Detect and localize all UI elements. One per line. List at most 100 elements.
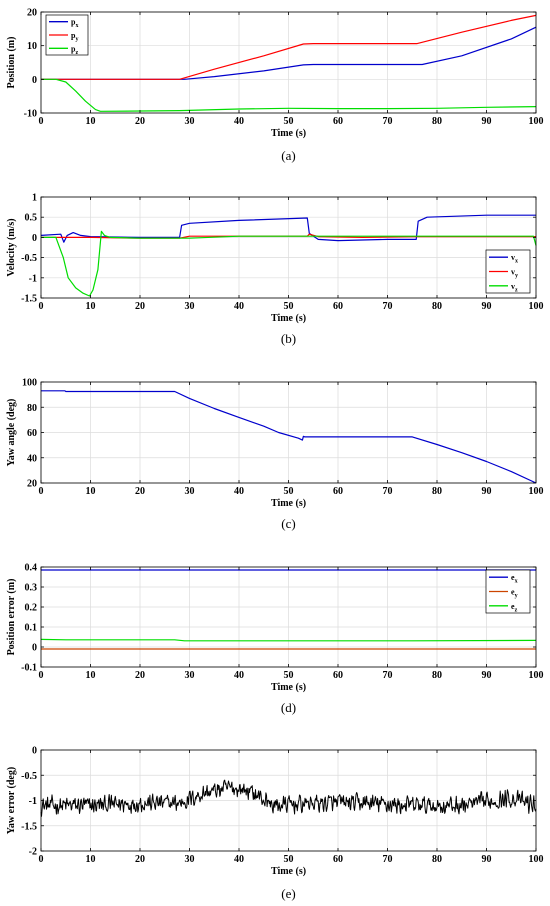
legend-entry-subscript: y: [75, 37, 78, 43]
x-tick-label: 80: [432, 854, 442, 865]
y-tick-label: 10: [27, 41, 37, 52]
x-tick-label: 10: [86, 486, 96, 497]
panel-caption: (d): [281, 700, 296, 715]
x-tick-label: 50: [284, 301, 294, 312]
legend-entry: pz: [71, 44, 78, 56]
x-tick-label: 20: [135, 116, 145, 127]
y-tick-label: 100: [22, 378, 37, 389]
y-tick-label: -1.5: [21, 294, 37, 305]
y-tick-label: 40: [27, 453, 37, 464]
x-tick-label: 90: [482, 854, 492, 865]
x-tick-label: 10: [86, 670, 96, 681]
series-line-e-z: [40, 638, 537, 642]
x-tick-label: 20: [135, 854, 145, 865]
y-tick-label: 0.4: [25, 563, 38, 574]
x-tick-label: 40: [234, 116, 244, 127]
legend-entry-subscript: y: [515, 593, 518, 599]
x-tick-label: 40: [234, 670, 244, 681]
x-tick-label: 90: [482, 116, 492, 127]
panel-caption: (c): [281, 516, 295, 531]
x-tick-label: 90: [482, 670, 492, 681]
x-tick-label: 70: [383, 301, 393, 312]
legend-entry-subscript: z: [515, 607, 518, 613]
x-tick-label: 70: [383, 854, 393, 865]
y-tick-label: 0: [32, 75, 37, 86]
x-tick-label: 20: [135, 670, 145, 681]
legend-entry-subscript: x: [75, 23, 78, 29]
legend-entry: vy: [511, 268, 518, 280]
x-tick-label: 70: [383, 670, 393, 681]
x-tick-label: 50: [284, 854, 294, 865]
panel-caption: (a): [281, 148, 295, 163]
legend-entry-subscript: z: [515, 287, 518, 293]
series-line-p-y: [41, 14, 537, 80]
y-axis-label: Position (m): [6, 37, 17, 89]
x-tick-label: 10: [86, 301, 96, 312]
x-tick-label: 100: [529, 486, 544, 497]
x-tick-label: 0: [39, 670, 44, 681]
series-line-main: [41, 390, 537, 484]
legend-entry: px: [71, 18, 78, 30]
legend-entry-subscript: x: [515, 579, 518, 585]
x-axis-label: Time (s): [271, 498, 306, 509]
x-tick-label: 80: [432, 486, 442, 497]
chart-panel-e: 0 10 20 30 40 50 60 70 80 90 100 -2 -1.5 -1 -0.5 0 Time …: [6, 746, 544, 902]
legend: ex ey ez: [485, 569, 531, 614]
x-tick-label: 10: [86, 116, 96, 127]
y-tick-label: 80: [27, 403, 37, 414]
legend-entry: ez: [511, 602, 518, 614]
x-tick-label: 100: [529, 670, 544, 681]
legend-entry: ey: [511, 588, 518, 600]
x-tick-label: 10: [86, 854, 96, 865]
y-tick-label: 0: [32, 746, 37, 757]
x-tick-label: 50: [284, 486, 294, 497]
series-line-v-z: [41, 230, 537, 297]
legend-entry: vx: [511, 253, 518, 265]
x-tick-label: 50: [284, 670, 294, 681]
x-tick-label: 50: [284, 116, 294, 127]
y-tick-label: 60: [27, 428, 37, 439]
y-tick-label: -1.5: [21, 821, 37, 832]
x-axis-label: Time (s): [271, 313, 306, 324]
x-tick-label: 60: [333, 486, 343, 497]
y-tick-label: 20: [27, 479, 37, 490]
series-line-p-z: [41, 78, 537, 112]
y-tick-label: 1: [32, 193, 37, 204]
x-tick-label: 60: [333, 854, 343, 865]
x-tick-label: 70: [383, 116, 393, 127]
series-line-v-x: [40, 214, 536, 243]
y-tick-label: -0.1: [21, 663, 37, 674]
legend-entry: vz: [511, 282, 518, 294]
y-tick-label: -2: [29, 847, 37, 858]
panel-caption: (e): [281, 886, 295, 901]
x-tick-label: 40: [234, 854, 244, 865]
y-axis-label: Yaw angle (deg): [6, 399, 17, 467]
panel-caption: (b): [281, 331, 296, 346]
x-tick-label: 80: [432, 670, 442, 681]
x-tick-label: 80: [432, 116, 442, 127]
y-tick-label: -1: [29, 796, 37, 807]
y-tick-label: 0.1: [25, 623, 38, 634]
chart-panel-d: 0 10 20 30 40 50 60 70 80 90 100-0.100.10.20.30.4T…: [6, 563, 544, 716]
y-axis-label: Position error (m): [6, 579, 17, 656]
x-tick-label: 0: [39, 854, 44, 865]
x-tick-label: 80: [432, 301, 442, 312]
x-tick-label: 0: [39, 486, 44, 497]
legend: vx vy vz: [485, 249, 531, 294]
x-tick-label: 60: [333, 670, 343, 681]
x-tick-label: 90: [482, 486, 492, 497]
x-axis-label: Time (s): [271, 866, 306, 877]
x-tick-label: 0: [39, 116, 44, 127]
x-tick-label: 60: [333, 116, 343, 127]
legend-entry-subscript: y: [515, 273, 518, 279]
x-axis-label: Time (s): [271, 682, 306, 693]
x-tick-label: 70: [383, 486, 393, 497]
y-axis-label: Velocity (m/s): [6, 218, 17, 276]
x-tick-label: 30: [185, 486, 195, 497]
y-axis-label: Yaw error (deg): [6, 767, 17, 834]
y-tick-label: 0.2: [25, 603, 38, 614]
x-tick-label: 100: [529, 301, 544, 312]
x-tick-label: 100: [529, 116, 544, 127]
